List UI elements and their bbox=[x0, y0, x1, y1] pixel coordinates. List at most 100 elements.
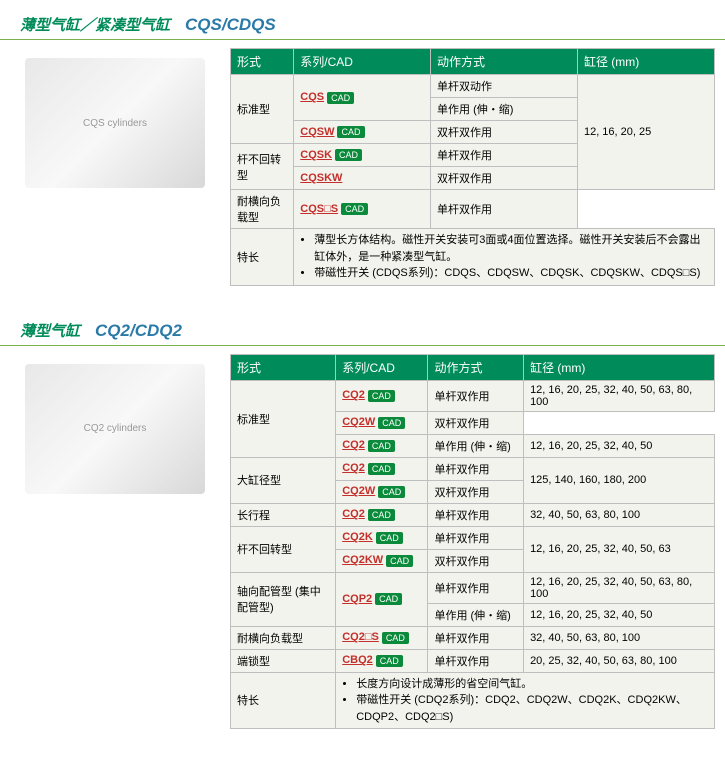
cad-badge[interactable]: CAD bbox=[378, 417, 405, 429]
series-cell: CQ2CAD bbox=[336, 457, 428, 480]
series-cell: CQ2KWCAD bbox=[336, 549, 428, 572]
series-link[interactable]: CQ2 bbox=[342, 389, 365, 401]
product-image: CQS cylinders bbox=[25, 58, 205, 188]
series-cell: CQ2CAD bbox=[336, 434, 428, 457]
series-link[interactable]: CQ2K bbox=[342, 531, 373, 543]
table-row: 大缸径型CQ2CAD单杆双作用125, 140, 160, 180, 200 bbox=[231, 457, 715, 480]
series-link[interactable]: CQSKW bbox=[300, 172, 342, 184]
series-cell: CQ2□SCAD bbox=[336, 626, 428, 649]
series-link[interactable]: CBQ2 bbox=[342, 654, 373, 666]
table-col: 形式系列/CAD动作方式缸径 (mm)标准型CQSCAD单杆双动作12, 16,… bbox=[230, 48, 715, 286]
product-image-col: CQ2 cylinders bbox=[0, 354, 230, 504]
cad-badge[interactable]: CAD bbox=[376, 532, 403, 544]
table-row: 长行程CQ2CAD单杆双作用32, 40, 50, 63, 80, 100 bbox=[231, 503, 715, 526]
form-cell: 耐横向负载型 bbox=[231, 626, 336, 649]
action-cell: 单作用 (伸・缩) bbox=[428, 434, 524, 457]
action-cell: 双杆双作用 bbox=[431, 167, 578, 190]
feature-item: 薄型长方体结构。磁性开关安装可3面或4面位置选择。磁性开关安装后不会露出缸体外，… bbox=[314, 232, 708, 265]
cad-badge[interactable]: CAD bbox=[337, 126, 364, 138]
cad-badge[interactable]: CAD bbox=[378, 486, 405, 498]
cad-badge[interactable]: CAD bbox=[382, 632, 409, 644]
spec-table: 形式系列/CAD动作方式缸径 (mm)标准型CQ2CAD单杆双作用12, 16,… bbox=[230, 354, 715, 730]
series-link[interactable]: CQ2 bbox=[342, 439, 365, 451]
action-cell: 单杆双作用 bbox=[428, 626, 524, 649]
feature-row: 特长薄型长方体结构。磁性开关安装可3面或4面位置选择。磁性开关安装后不会露出缸体… bbox=[231, 229, 715, 286]
col-header: 动作方式 bbox=[428, 354, 524, 380]
cad-badge[interactable]: CAD bbox=[368, 509, 395, 521]
action-cell: 双杆双作用 bbox=[428, 549, 524, 572]
bore-cell: 12, 16, 20, 25, 32, 40, 50, 63, 80, 100 bbox=[524, 380, 715, 411]
action-cell: 单杆双作用 bbox=[428, 572, 524, 603]
feature-content-cell: 长度方向设计成薄形的省空间气缸。带磁性开关 (CDQ2系列)：CDQ2、CDQ2… bbox=[336, 672, 715, 729]
series-link[interactable]: CQ2W bbox=[342, 416, 375, 428]
bore-cell: 20, 25, 32, 40, 50, 63, 80, 100 bbox=[524, 649, 715, 672]
cad-badge[interactable]: CAD bbox=[335, 149, 362, 161]
series-link[interactable]: CQ2W bbox=[342, 485, 375, 497]
content-row: CQ2 cylinders形式系列/CAD动作方式缸径 (mm)标准型CQ2CA… bbox=[0, 354, 725, 730]
series-link[interactable]: CQ2KW bbox=[342, 554, 383, 566]
cad-badge[interactable]: CAD bbox=[368, 463, 395, 475]
series-cell: CQ2CAD bbox=[336, 503, 428, 526]
action-cell: 单作用 (伸・缩) bbox=[428, 603, 524, 626]
action-cell: 单杆双作用 bbox=[431, 144, 578, 167]
action-cell: 单杆双作用 bbox=[428, 503, 524, 526]
form-cell: 杆不回转型 bbox=[231, 144, 294, 190]
table-row: 标准型CQSCAD单杆双动作12, 16, 20, 25 bbox=[231, 75, 715, 98]
cad-badge[interactable]: CAD bbox=[375, 593, 402, 605]
section-title-cn: 薄型气缸／紧凑型气缸 bbox=[20, 17, 170, 34]
cad-badge[interactable]: CAD bbox=[376, 655, 403, 667]
series-link[interactable]: CQ2 bbox=[342, 508, 365, 520]
cad-badge[interactable]: CAD bbox=[368, 390, 395, 402]
series-cell: CQSWCAD bbox=[294, 121, 431, 144]
section-title-row: 薄型气缸 CQ2/CDQ2 bbox=[0, 316, 725, 346]
product-image-col: CQS cylinders bbox=[0, 48, 230, 198]
form-cell: 杆不回转型 bbox=[231, 526, 336, 572]
action-cell: 单杆双作用 bbox=[428, 526, 524, 549]
series-link[interactable]: CQ2□S bbox=[342, 631, 379, 643]
series-cell: CBQ2CAD bbox=[336, 649, 428, 672]
action-cell: 单杆双动作 bbox=[431, 75, 578, 98]
bore-cell: 12, 16, 20, 25, 32, 40, 50 bbox=[524, 434, 715, 457]
series-link[interactable]: CQS bbox=[300, 91, 324, 103]
series-link[interactable]: CQ2 bbox=[342, 462, 365, 474]
section-title-en: CQ2/CDQ2 bbox=[95, 321, 182, 340]
cad-badge[interactable]: CAD bbox=[327, 92, 354, 104]
table-row: 标准型CQ2CAD单杆双作用12, 16, 20, 25, 32, 40, 50… bbox=[231, 380, 715, 411]
col-header: 缸径 (mm) bbox=[524, 354, 715, 380]
series-cell: CQ2CAD bbox=[336, 380, 428, 411]
feature-content-cell: 薄型长方体结构。磁性开关安装可3面或4面位置选择。磁性开关安装后不会露出缸体外，… bbox=[294, 229, 715, 286]
col-header: 系列/CAD bbox=[336, 354, 428, 380]
col-header: 缸径 (mm) bbox=[577, 49, 714, 75]
action-cell: 单作用 (伸・缩) bbox=[431, 98, 578, 121]
product-section: 薄型气缸CQ2/CDQ2CQ2 cylinders形式系列/CAD动作方式缸径 … bbox=[0, 316, 725, 730]
content-row: CQS cylinders形式系列/CAD动作方式缸径 (mm)标准型CQSCA… bbox=[0, 48, 725, 286]
series-link[interactable]: CQSK bbox=[300, 149, 332, 161]
table-col: 形式系列/CAD动作方式缸径 (mm)标准型CQ2CAD单杆双作用12, 16,… bbox=[230, 354, 715, 730]
table-row: 耐横向负载型CQS□SCAD单杆双作用 bbox=[231, 190, 715, 229]
section-title-en: CQS/CDQS bbox=[185, 15, 276, 34]
section-title-cn: 薄型气缸 bbox=[20, 323, 80, 340]
form-cell: 标准型 bbox=[231, 380, 336, 457]
feature-label-cell: 特长 bbox=[231, 229, 294, 286]
series-link[interactable]: CQP2 bbox=[342, 593, 372, 605]
form-cell: 端锁型 bbox=[231, 649, 336, 672]
bore-cell: 32, 40, 50, 63, 80, 100 bbox=[524, 626, 715, 649]
bore-cell: 12, 16, 20, 25, 32, 40, 50, 63 bbox=[524, 526, 715, 572]
series-link[interactable]: CQS□S bbox=[300, 203, 338, 215]
series-link[interactable]: CQSW bbox=[300, 126, 334, 138]
feature-item: 带磁性开关 (CDQ2系列)：CDQ2、CDQ2W、CDQ2K、CDQ2KW、C… bbox=[356, 692, 708, 725]
action-cell: 单杆双作用 bbox=[428, 457, 524, 480]
bore-cell: 125, 140, 160, 180, 200 bbox=[524, 457, 715, 503]
product-image: CQ2 cylinders bbox=[25, 364, 205, 494]
action-cell: 双杆双作用 bbox=[428, 480, 524, 503]
series-cell: CQSKCAD bbox=[294, 144, 431, 167]
product-section: 薄型气缸／紧凑型气缸 CQS/CDQS CQS cylinders形式系列/CAD动… bbox=[0, 10, 725, 286]
series-cell: CQ2WCAD bbox=[336, 411, 428, 434]
feature-item: 长度方向设计成薄形的省空间气缸。 bbox=[356, 676, 708, 693]
cad-badge[interactable]: CAD bbox=[341, 203, 368, 215]
cad-badge[interactable]: CAD bbox=[368, 440, 395, 452]
feature-item: 带磁性开关 (CDQS系列)：CDQS、CDQSW、CDQSK、CDQSKW、C… bbox=[314, 265, 708, 282]
cad-badge[interactable]: CAD bbox=[386, 555, 413, 567]
section-title-row: 薄型气缸／紧凑型气缸 CQS/CDQS bbox=[0, 10, 725, 40]
series-cell: CQ2KCAD bbox=[336, 526, 428, 549]
